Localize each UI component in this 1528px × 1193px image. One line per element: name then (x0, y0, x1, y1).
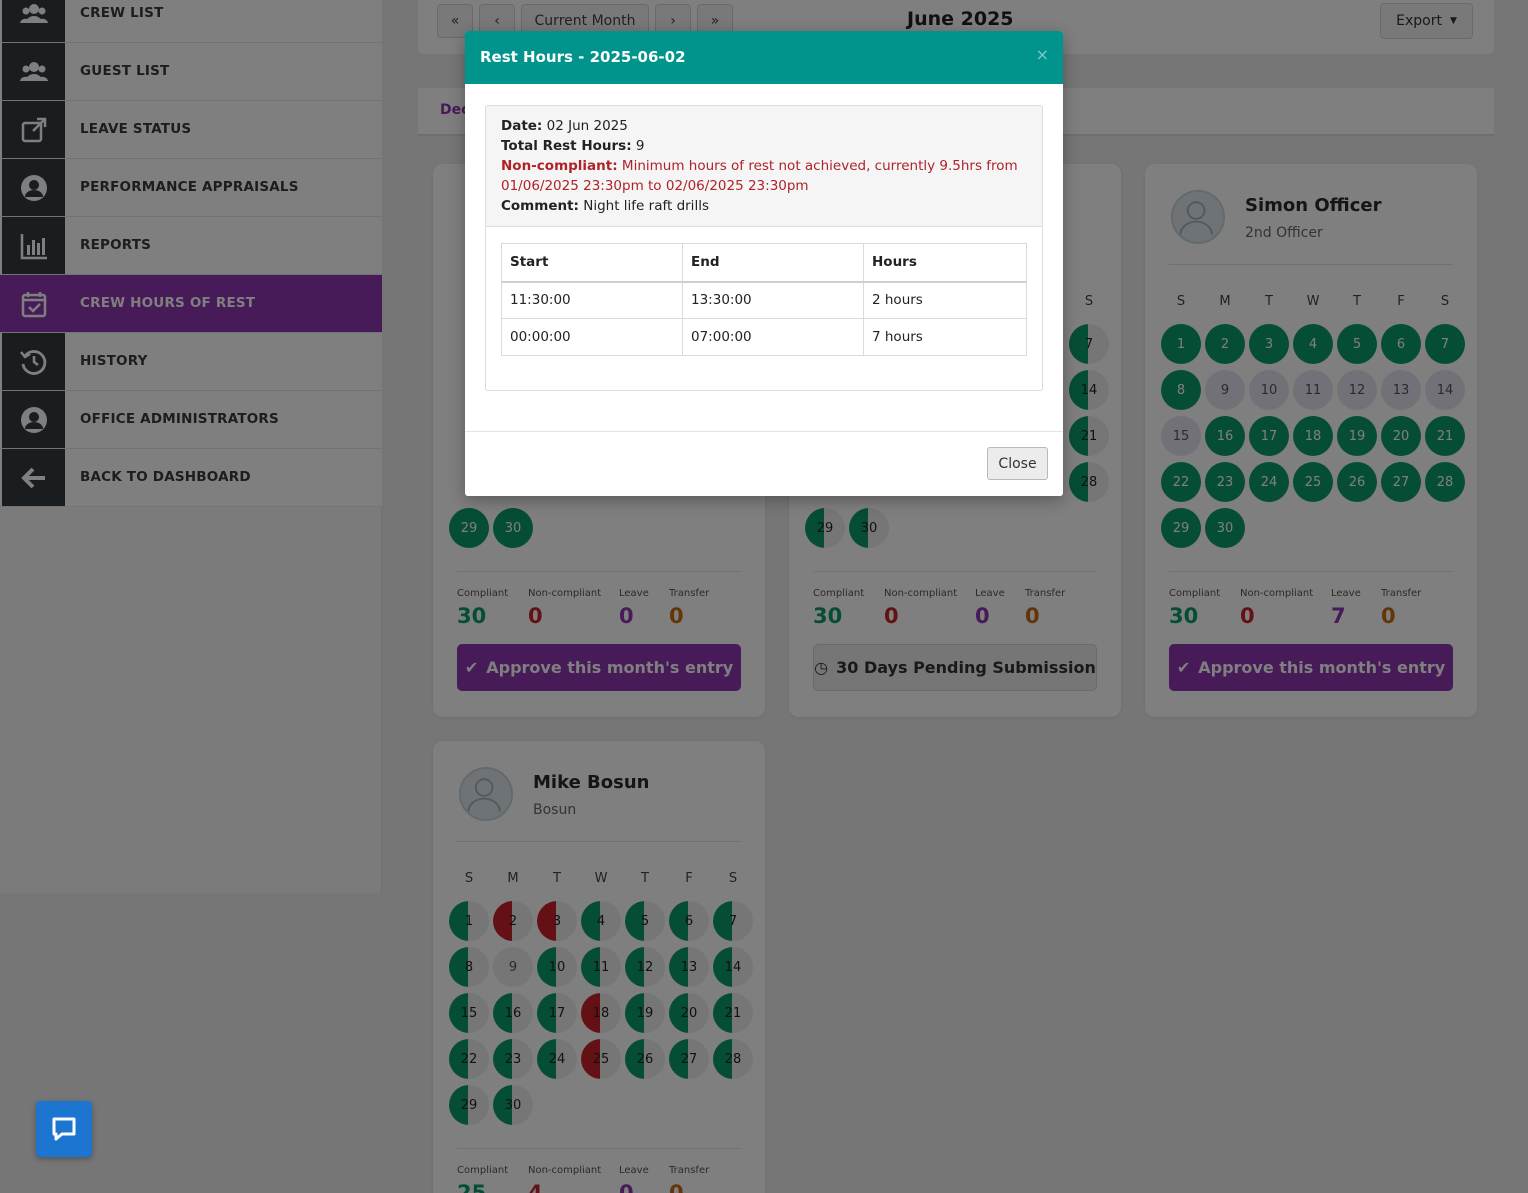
rest-summary: Date: 02 Jun 2025 Total Rest Hours: 9 No… (486, 106, 1042, 227)
column-header-hours: Hours (863, 243, 1027, 283)
total-label: Total Rest Hours: (501, 138, 632, 154)
total-line: Total Rest Hours: 9 (501, 136, 645, 156)
rest-hours-modal: Rest Hours - 2025-06-02 × Date: 02 Jun 2… (465, 31, 1063, 496)
modal-title: Rest Hours - 2025-06-02 (480, 48, 686, 66)
cell-start: 00:00:00 (501, 318, 683, 356)
noncompliant-text: Minimum hours of rest not achieved, curr… (621, 158, 1018, 174)
date-value: 02 Jun 2025 (546, 118, 628, 134)
cell-hours: 2 hours (863, 281, 1027, 319)
comment-value: Night life raft drills (583, 198, 709, 214)
modal-footer-divider (465, 431, 1063, 432)
table-header-row: Start End Hours (501, 243, 1027, 283)
noncompliant-label: Non-compliant: (501, 158, 618, 174)
chat-launcher-button[interactable] (36, 1101, 92, 1157)
column-header-start: Start (501, 243, 683, 283)
rest-details-panel: Date: 02 Jun 2025 Total Rest Hours: 9 No… (485, 105, 1043, 391)
noncompliant-line: Non-compliant: Minimum hours of rest not… (501, 156, 1018, 176)
date-label: Date: (501, 118, 543, 134)
rest-periods-table: Start End Hours 11:30:00 13:30:00 2 hour… (501, 243, 1027, 356)
cell-end: 07:00:00 (682, 318, 864, 356)
comment-line: Comment: Night life raft drills (501, 196, 709, 216)
table-row: 11:30:00 13:30:00 2 hours (501, 281, 1027, 319)
chat-bubble-icon (52, 1117, 76, 1141)
table-row: 00:00:00 07:00:00 7 hours (501, 318, 1027, 356)
close-button[interactable]: Close (987, 447, 1048, 480)
cell-end: 13:30:00 (682, 281, 864, 319)
modal-header: Rest Hours - 2025-06-02 × (465, 31, 1063, 84)
noncompliant-range: 01/06/2025 23:30pm to 02/06/2025 23:30pm (501, 178, 809, 194)
cell-hours: 7 hours (863, 318, 1027, 356)
total-value: 9 (635, 138, 645, 154)
column-header-end: End (682, 243, 864, 283)
close-icon[interactable]: × (1035, 45, 1049, 64)
date-line: Date: 02 Jun 2025 (501, 116, 628, 136)
cell-start: 11:30:00 (501, 281, 683, 319)
comment-label: Comment: (501, 198, 579, 214)
